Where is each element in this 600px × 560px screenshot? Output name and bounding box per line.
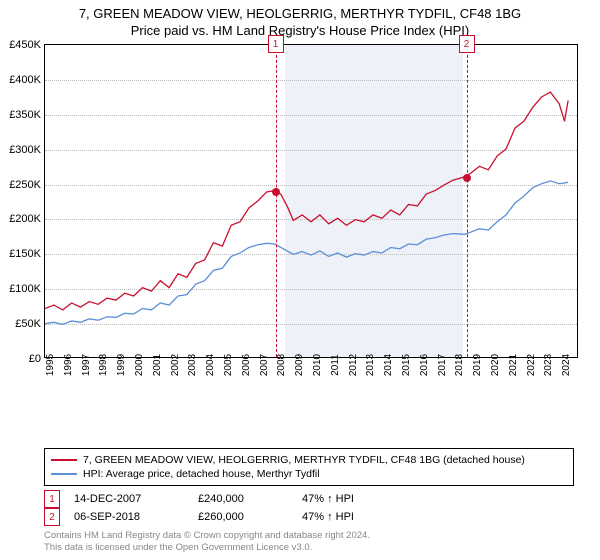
series-svg [45,45,577,357]
xtick-label: 2005 [223,354,234,376]
legend-box: 7, GREEN MEADOW VIEW, HEOLGERRIG, MERTHY… [44,448,574,486]
marker-dot [272,188,280,196]
legend-swatch-property [51,459,77,461]
event-line-1 [276,45,277,357]
event-badge-1: 1 [44,490,60,508]
xtick-label: 1999 [116,354,127,376]
xtick-label: 2014 [383,354,394,376]
xtick-label: 2013 [365,354,376,376]
xtick-label: 1997 [81,354,92,376]
chart-container: 7, GREEN MEADOW VIEW, HEOLGERRIG, MERTHY… [0,0,600,560]
title-line-2: Price paid vs. HM Land Registry's House … [0,23,600,40]
event-row-2: 2 06-SEP-2018 £260,000 47% ↑ HPI [44,508,382,526]
ytick-label: £200K [3,213,41,225]
footer-line-1: Contains HM Land Registry data © Crown c… [44,530,370,542]
event-date-1: 14-DEC-2007 [74,493,184,505]
xtick-label: 2001 [152,354,163,376]
event-pct-1: 47% ↑ HPI [302,493,382,505]
events-table: 1 14-DEC-2007 £240,000 47% ↑ HPI 2 06-SE… [44,490,382,526]
xtick-label: 2004 [205,354,216,376]
footer-note: Contains HM Land Registry data © Crown c… [44,530,370,554]
xtick-label: 2017 [437,354,448,376]
xtick-label: 2006 [241,354,252,376]
xtick-label: 2020 [490,354,501,376]
event-badge-chart-2: 2 [459,35,475,53]
series-hpi [45,181,568,324]
legend-label-property: 7, GREEN MEADOW VIEW, HEOLGERRIG, MERTHY… [83,453,525,467]
xtick-label: 1995 [45,354,56,376]
plot-area: £0£50K£100K£150K£200K£250K£300K£350K£400… [44,44,578,358]
chart-area: £0 £50K £100K £150K £200K £250K £300K £350K £400… [0,44,600,404]
title-block: 7, GREEN MEADOW VIEW, HEOLGERRIG, MERTHY… [0,0,600,40]
xtick-label: 2016 [419,354,430,376]
ytick-label: £300K [3,144,41,156]
title-line-1: 7, GREEN MEADOW VIEW, HEOLGERRIG, MERTHY… [0,6,600,23]
legend-row-hpi: HPI: Average price, detached house, Mert… [51,467,567,481]
legend-row-property: 7, GREEN MEADOW VIEW, HEOLGERRIG, MERTHY… [51,453,567,467]
xtick-label: 2011 [330,354,341,376]
xtick-label: 2007 [259,354,270,376]
legend-swatch-hpi [51,473,77,475]
event-price-2: £260,000 [198,511,288,523]
ytick-label: £350K [3,109,41,121]
ytick-label: £400K [3,74,41,86]
xtick-label: 2008 [276,354,287,376]
xtick-label: 2003 [187,354,198,376]
xtick-label: 2012 [348,354,359,376]
event-badge-chart-1: 1 [268,35,284,53]
event-line-2 [467,45,468,357]
xtick-label: 2023 [543,354,554,376]
marker-dot [463,174,471,182]
xtick-label: 2021 [508,354,519,376]
xtick-label: 2024 [561,354,572,376]
xtick-label: 2000 [134,354,145,376]
ytick-label: £50K [3,318,41,330]
xtick-label: 2022 [526,354,537,376]
ytick-label: £150K [3,248,41,260]
event-pct-2: 47% ↑ HPI [302,511,382,523]
xtick-label: 2019 [472,354,483,376]
ytick-label: £250K [3,179,41,191]
xtick-label: 1996 [63,354,74,376]
event-row-1: 1 14-DEC-2007 £240,000 47% ↑ HPI [44,490,382,508]
xtick-label: 2018 [454,354,465,376]
xtick-label: 2002 [170,354,181,376]
ytick-label: £100K [3,283,41,295]
xtick-label: 2015 [401,354,412,376]
xtick-label: 2010 [312,354,323,376]
legend-label-hpi: HPI: Average price, detached house, Mert… [83,467,320,481]
footer-line-2: This data is licensed under the Open Gov… [44,542,370,554]
xtick-label: 1998 [98,354,109,376]
ytick-label: £450K [3,39,41,51]
series-property [45,92,568,310]
event-badge-2: 2 [44,508,60,526]
ytick-label: £0 [3,353,41,365]
event-price-1: £240,000 [198,493,288,505]
event-date-2: 06-SEP-2018 [74,511,184,523]
xtick-label: 2009 [294,354,305,376]
